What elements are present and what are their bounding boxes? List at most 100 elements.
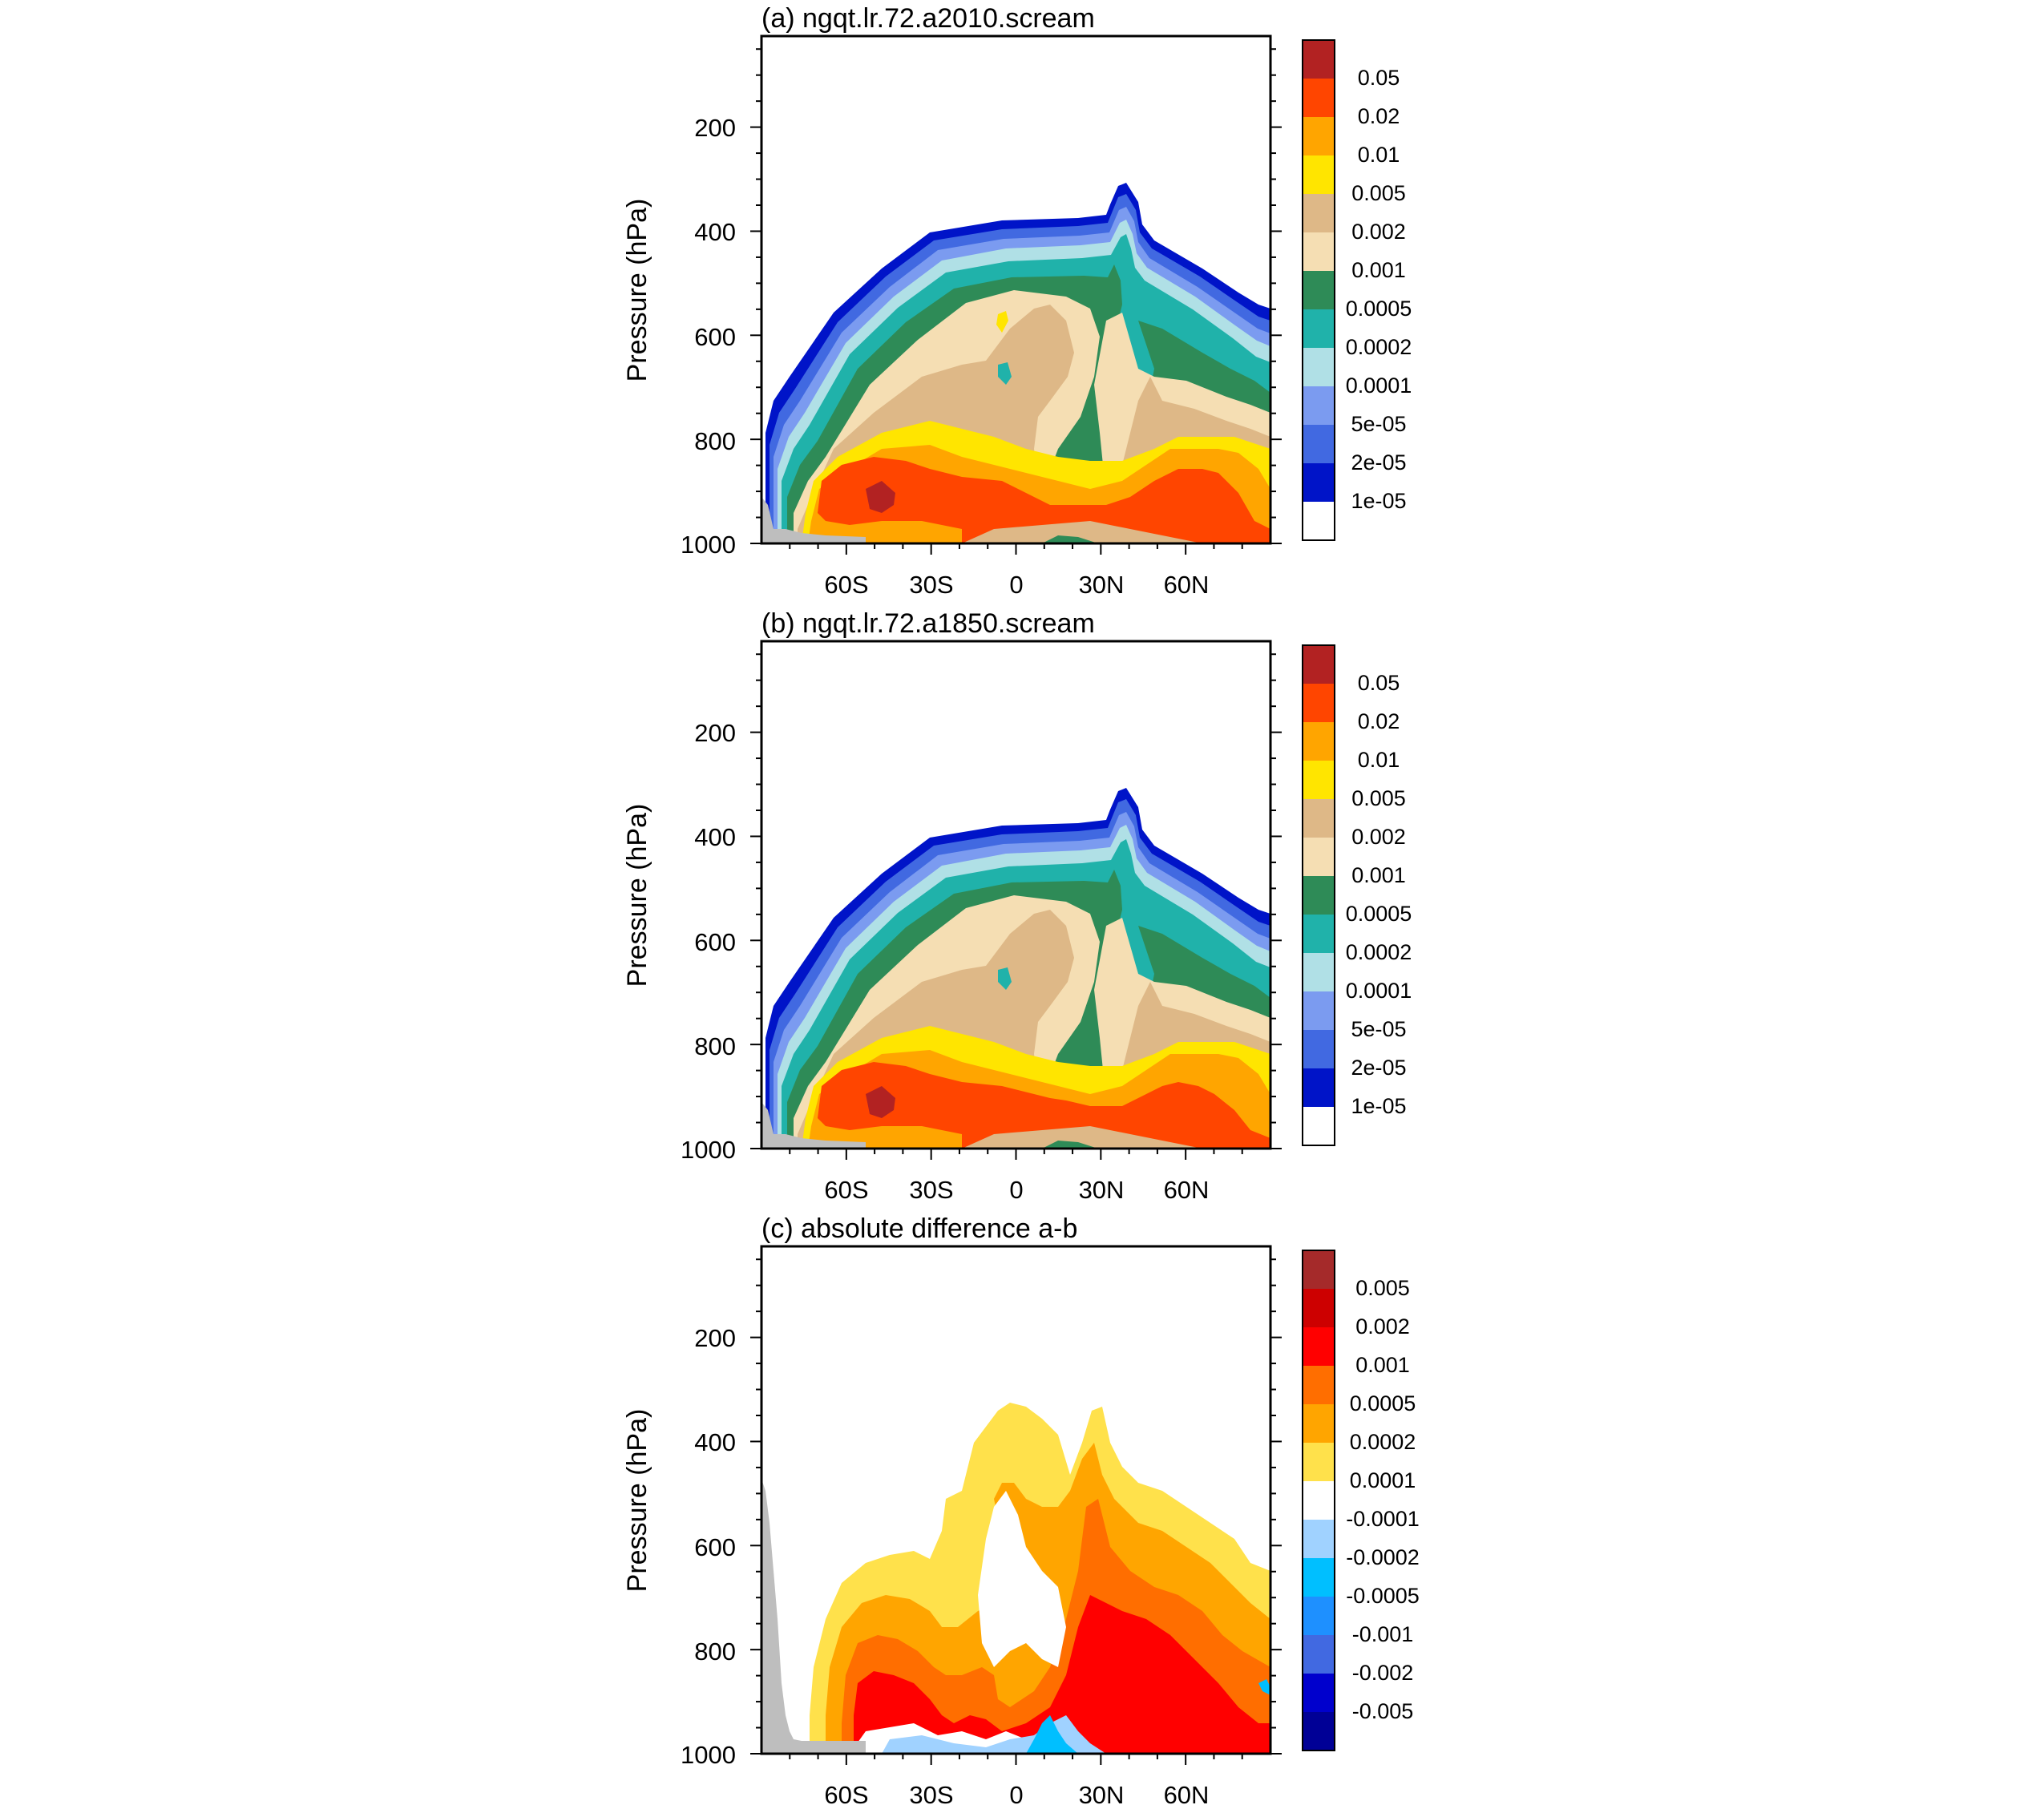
colorbar-swatch	[1303, 761, 1335, 799]
y-tick-label: 600	[694, 1533, 736, 1561]
colorbar-label: 0.01	[1358, 143, 1400, 167]
y-tick-label: 600	[694, 323, 736, 351]
panel-a-title: (a) ngqt.lr.72.a2010.scream	[761, 3, 1095, 34]
colorbar-swatch	[1303, 1404, 1335, 1443]
colorbar-swatch	[1303, 194, 1335, 232]
x-tick-label: 0	[1009, 571, 1023, 599]
colorbar-label: 0.05	[1358, 66, 1400, 90]
colorbar-label: -0.0005	[1346, 1584, 1420, 1608]
contour-band	[998, 967, 1012, 990]
colorbar-swatch	[1303, 117, 1335, 155]
colorbar-label: 0.0005	[1346, 902, 1412, 926]
colorbar-swatch	[1303, 1250, 1335, 1289]
panel-c-ylabel: Pressure (hPa)	[622, 1409, 652, 1593]
x-tick-label: 60N	[1164, 1176, 1210, 1204]
colorbar-swatch	[1303, 79, 1335, 117]
terrain-mask	[761, 1479, 866, 1754]
y-tick-label: 600	[694, 928, 736, 956]
colorbar-swatch	[1303, 799, 1335, 838]
colorbar-outline	[1302, 39, 1335, 541]
colorbar-swatch	[1303, 915, 1335, 953]
colorbar-label: 0.0001	[1346, 979, 1412, 1003]
colorbar-swatch	[1303, 1068, 1335, 1107]
colorbar-label: 0.0001	[1346, 374, 1412, 398]
panel-b: (b) ngqt.lr.72.a1850.scream	[622, 608, 1412, 1204]
panel-b-colorbar: 0.05 0.02 0.01 0.005 0.002 0.001 0.0005 …	[1302, 644, 1412, 1146]
colorbar-label: 0.02	[1358, 104, 1400, 128]
panel-b-contours	[761, 788, 1270, 1149]
y-tick-label: 800	[694, 427, 736, 455]
terrain-mask	[761, 1102, 866, 1149]
panel-b-x-ticklabels: 60S 30S 0 30N 60N	[824, 1176, 1209, 1204]
contour-band	[962, 1126, 1202, 1149]
colorbar-swatch	[1303, 386, 1335, 425]
y-tick-label: 800	[694, 1637, 736, 1666]
colorbar-swatch	[1303, 1520, 1335, 1558]
y-tick-label: 400	[694, 823, 736, 851]
colorbar-swatch	[1303, 1597, 1335, 1635]
colorbar-label: 0.001	[1355, 1353, 1410, 1377]
y-tick-label: 1000	[681, 1741, 736, 1769]
y-tick-label: 1000	[681, 1136, 736, 1164]
colorbar-label: 5e-05	[1351, 412, 1406, 436]
colorbar-label: 0.001	[1351, 258, 1406, 282]
x-tick-label: 60S	[824, 1781, 868, 1805]
x-tick-label: 30S	[909, 571, 953, 599]
colorbar-swatch	[1303, 1107, 1335, 1145]
colorbar-swatch	[1303, 1030, 1335, 1068]
colorbar-swatch	[1303, 502, 1335, 540]
colorbar-swatch	[1303, 463, 1335, 502]
contour-band	[978, 1491, 1066, 1667]
x-tick-label: 30S	[909, 1176, 953, 1204]
x-tick-label: 60S	[824, 571, 868, 599]
colorbar-swatch	[1303, 1289, 1335, 1327]
colorbar-swatch	[1303, 425, 1335, 463]
colorbar-swatch	[1303, 838, 1335, 876]
colorbar-label: -0.0002	[1346, 1545, 1420, 1569]
y-tick-label: 200	[694, 114, 736, 142]
colorbar-label: 0.01	[1358, 748, 1400, 772]
colorbar-outline	[1302, 1250, 1335, 1751]
colorbar-label: 0.0005	[1350, 1391, 1416, 1415]
colorbar-label: 0.05	[1358, 671, 1400, 695]
colorbar-label: 5e-05	[1351, 1017, 1406, 1041]
panel-c: (c) absolute difference a-b Pressure (hP…	[622, 1213, 1420, 1805]
x-tick-label: 60N	[1164, 1781, 1210, 1805]
colorbar-swatch	[1303, 155, 1335, 194]
colorbar-label: -0.001	[1352, 1622, 1414, 1646]
colorbar-label: 0.0002	[1346, 940, 1412, 964]
contour-band	[818, 1062, 1270, 1149]
colorbar-swatch	[1303, 876, 1335, 915]
colorbar-swatch	[1303, 1558, 1335, 1597]
contour-band	[998, 362, 1012, 385]
colorbar-swatch	[1303, 684, 1335, 722]
colorbar-label: 0.0002	[1350, 1430, 1416, 1454]
colorbar-swatch	[1303, 309, 1335, 348]
panel-b-y-ticklabels: 200 400 600 800 1000	[681, 719, 736, 1164]
terrain-mask	[761, 497, 866, 543]
x-tick-label: 30N	[1079, 1781, 1125, 1805]
contour-band	[866, 1086, 895, 1118]
contour-band	[1042, 1141, 1098, 1149]
x-tick-label: 60S	[824, 1176, 868, 1204]
y-tick-label: 400	[694, 1428, 736, 1456]
x-tick-label: 30N	[1079, 1176, 1125, 1204]
colorbar-swatch	[1303, 1481, 1335, 1520]
colorbar-outline	[1302, 644, 1335, 1146]
x-tick-label: 30N	[1079, 571, 1125, 599]
contour-band	[1258, 1679, 1270, 1695]
colorbar-swatch	[1303, 271, 1335, 309]
colorbar-swatch	[1303, 645, 1335, 684]
colorbar-label: 2e-05	[1351, 450, 1406, 474]
panel-a-y-ticklabels: 200 400 600 800 1000	[681, 114, 736, 559]
panel-c-y-ticklabels: 200 400 600 800 1000	[681, 1324, 736, 1769]
panel-b-title: (b) ngqt.lr.72.a1850.scream	[761, 608, 1095, 639]
contour-band	[854, 1595, 1270, 1754]
colorbar-label: 0.002	[1351, 825, 1406, 849]
panel-a: (a) ngqt.lr.72.a2010.scream Pressure (hP…	[622, 3, 1412, 599]
panel-b-ylabel: Pressure (hPa)	[622, 804, 652, 987]
x-tick-label: 0	[1009, 1176, 1023, 1204]
colorbar-swatch	[1303, 348, 1335, 386]
colorbar-label: 0.005	[1351, 786, 1406, 810]
colorbar-label: 0.02	[1358, 709, 1400, 733]
